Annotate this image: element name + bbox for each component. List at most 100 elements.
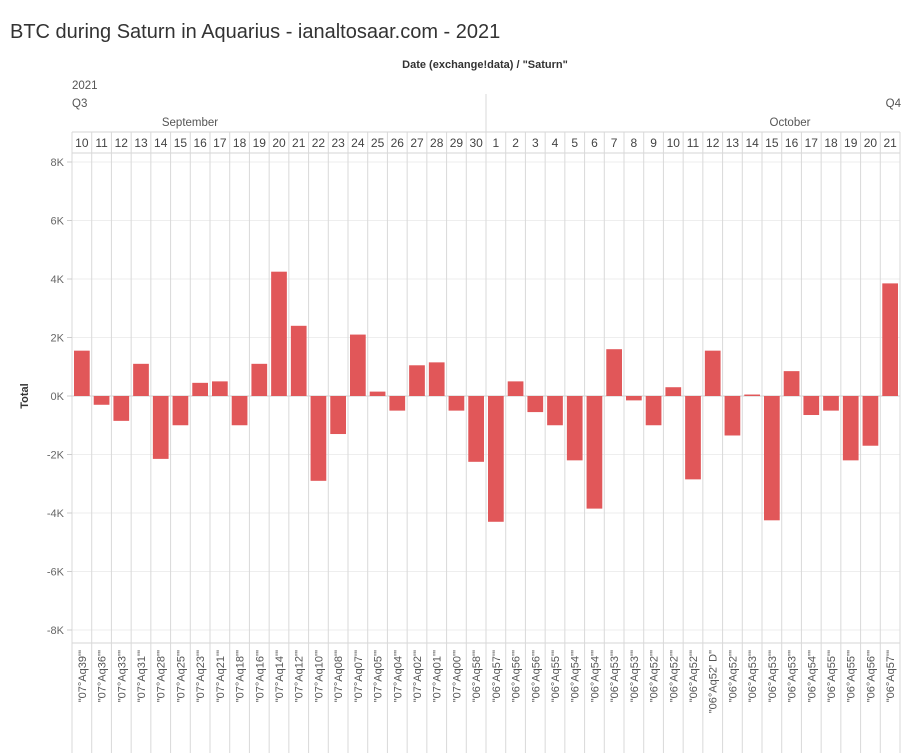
bar: [113, 396, 130, 421]
category-label: "06°Aq52'": [649, 650, 661, 702]
bar: [527, 396, 544, 413]
category-label: "06°Aq56'": [511, 650, 523, 702]
bar: [566, 396, 583, 461]
category-label: "07°Aq21'": [215, 650, 227, 702]
category-label: "06°Aq52' D": [708, 650, 720, 713]
bar: [74, 350, 90, 396]
bar: [330, 396, 346, 435]
bar: [231, 396, 248, 426]
day-label: 16: [785, 136, 799, 150]
category-label: "06°Aq53'": [609, 650, 621, 702]
bar: [468, 396, 484, 462]
day-label: 11: [95, 136, 108, 150]
bar: [192, 382, 208, 396]
category-label: "06°Aq54'": [806, 650, 818, 702]
day-label: 27: [410, 136, 424, 150]
day-label: 18: [824, 136, 838, 150]
bars: [74, 271, 898, 522]
bar: [152, 396, 169, 459]
category-label: "07°Aq16'": [254, 650, 266, 702]
day-label: 2: [512, 136, 519, 150]
day-label: 14: [745, 136, 759, 150]
category-label: "06°Aq53'": [747, 650, 759, 702]
y-tick-label: 8K: [51, 157, 65, 169]
day-label: 1: [493, 136, 500, 150]
bar: [882, 283, 898, 396]
bar: [704, 350, 721, 396]
day-label: 29: [450, 136, 464, 150]
category-label: "06°Aq56'": [530, 650, 542, 702]
category-label: "07°Aq23'": [195, 650, 207, 702]
day-label: 4: [552, 136, 559, 150]
bar: [271, 271, 287, 396]
y-tick-label: 2K: [51, 333, 65, 345]
y-tick-label: 4K: [51, 274, 65, 286]
day-label: 13: [726, 136, 740, 150]
category-label: "06°Aq54'": [570, 650, 582, 702]
category-label: "06°Aq52'": [727, 650, 739, 702]
bar: [251, 363, 268, 396]
bar: [507, 381, 524, 396]
column-separators: [71, 94, 901, 753]
category-label: "06°Aq52'": [688, 650, 700, 702]
day-label: 5: [571, 136, 578, 150]
y-axis-ticks: 8K 6K 4K 2K 0K -2K -4K -6K -8K: [47, 157, 72, 637]
day-label: 20: [272, 136, 286, 150]
y-tick-label: -8K: [47, 625, 65, 637]
bar: [842, 396, 859, 461]
bar: [172, 396, 189, 426]
day-label: 13: [134, 136, 148, 150]
day-label: 21: [883, 136, 897, 150]
day-label: 20: [864, 136, 878, 150]
category-label: "07°Aq04'": [392, 650, 404, 702]
category-label: "07°Aq39'": [77, 650, 89, 702]
day-label: 15: [174, 136, 188, 150]
bar: [310, 396, 327, 481]
bar: [724, 396, 741, 436]
category-label: "07°Aq02'": [412, 650, 424, 702]
day-label: 7: [611, 136, 618, 150]
day-label: 19: [844, 136, 858, 150]
day-label: 21: [292, 136, 306, 150]
day-label: 14: [154, 136, 168, 150]
bar: [93, 396, 110, 405]
bar: [744, 394, 760, 396]
month-label-october: October: [770, 117, 811, 129]
day-labels: 10 11 12 13 14 15 16 17 18 19 20 21 22 23 24 25 26 27 28 29…: [75, 136, 897, 150]
category-label: "07°Aq18'": [235, 650, 247, 702]
category-label: "06°Aq57'": [491, 650, 503, 702]
quarter-label-q3: Q3: [72, 98, 87, 110]
category-label: "07°Aq00'": [451, 650, 463, 702]
quarter-label-q4: Q4: [886, 98, 902, 110]
day-label: 28: [430, 136, 444, 150]
category-label: "06°Aq57'": [885, 650, 897, 702]
bar: [448, 396, 465, 411]
day-label: 12: [706, 136, 720, 150]
bar: [764, 396, 780, 521]
y-tick-label: -2K: [47, 450, 65, 462]
day-label: 3: [532, 136, 539, 150]
category-label: "06°Aq55'": [826, 650, 838, 702]
year-label: 2021: [72, 80, 98, 92]
y-axis-label: Total: [19, 383, 31, 408]
category-label: "07°Aq25'": [175, 650, 187, 702]
y-tick-label: -4K: [47, 508, 65, 520]
category-label: "06°Aq56'": [865, 650, 877, 702]
bar: [369, 391, 386, 396]
category-label: "06°Aq54'": [589, 650, 601, 702]
day-label: 26: [391, 136, 405, 150]
category-labels: "07°Aq39'" "07°Aq36'" "07°Aq33'" "07°Aq31'"…: [77, 650, 897, 713]
bar: [350, 334, 366, 396]
day-label: 30: [469, 136, 483, 150]
bar: [783, 371, 800, 396]
category-label: "07°Aq36'": [97, 650, 109, 702]
month-label-september: September: [162, 117, 218, 129]
day-label: 16: [193, 136, 207, 150]
day-label: 12: [115, 136, 129, 150]
bar: [626, 396, 642, 401]
bar: [645, 396, 662, 426]
day-label: 24: [351, 136, 365, 150]
category-label: "06°Aq53'": [629, 650, 641, 702]
category-label: "06°Aq53'": [767, 650, 779, 702]
